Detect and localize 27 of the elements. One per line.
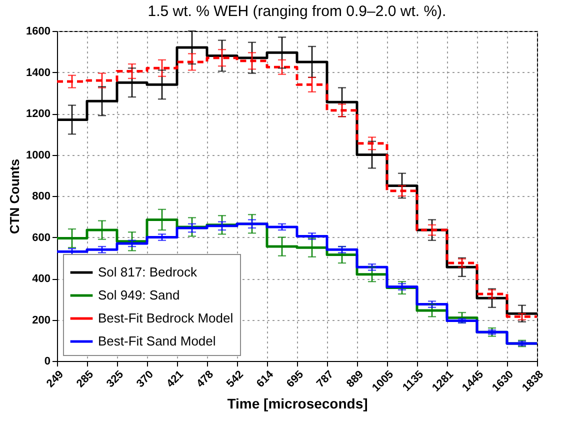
x-axis-title: Time [microseconds] [227, 396, 368, 412]
x-tick-label: 542 [224, 368, 246, 390]
x-tick-label: 889 [344, 368, 366, 390]
x-tick-label: 614 [254, 368, 277, 390]
x-tick-label: 787 [314, 368, 336, 390]
y-tick-label: 400 [32, 273, 50, 285]
legend-label: Sol 817: Bedrock [98, 264, 198, 280]
y-tick-label: 1000 [26, 149, 50, 162]
legend-label: Best-Fit Bedrock Model [98, 310, 234, 326]
y-tick-label: 800 [32, 190, 50, 202]
y-tick-label: 0 [44, 356, 50, 368]
legend-label: Sol 949: Sand [98, 288, 180, 302]
x-tick-label: 370 [134, 368, 156, 390]
y-tick-label: 1600 [26, 26, 50, 38]
x-tick-label: 285 [74, 368, 96, 390]
x-tick-label: 249 [44, 368, 66, 390]
x-tick-label: 478 [194, 368, 216, 390]
legend-label: Best-Fit Sand Model [98, 334, 216, 348]
y-tick-label: 1200 [26, 108, 50, 120]
y-tick-label: 1400 [26, 66, 50, 79]
y-axis-title: CTN Counts [7, 158, 22, 234]
x-tick-label: 695 [284, 368, 306, 390]
y-tick-label: 200 [32, 314, 50, 326]
text: 1.5 wt. % WEH (ranging from 0.9–2.0 wt. %). [148, 3, 446, 20]
x-tick-label: 421 [164, 368, 186, 390]
x-tick-label: 325 [104, 368, 126, 390]
y-tick-label: 600 [32, 232, 50, 244]
